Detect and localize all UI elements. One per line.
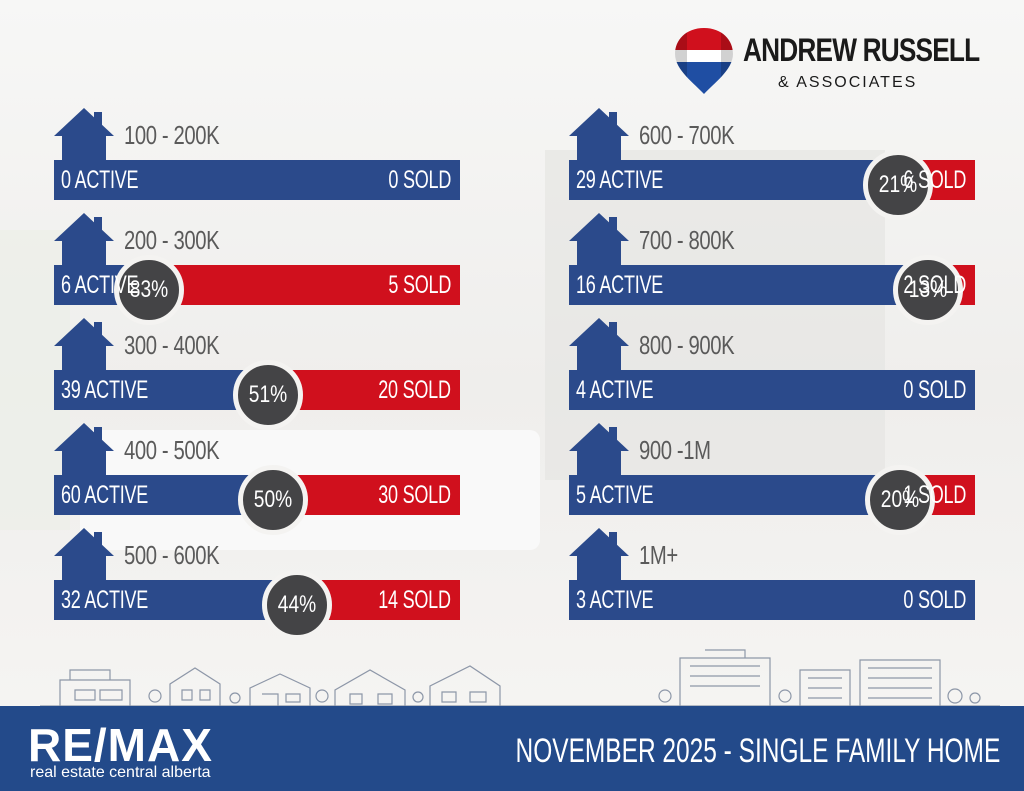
sell-through-badge: 51% — [233, 360, 303, 430]
sold-count-label: 6 SOLD — [903, 166, 966, 194]
footer-banner: RE/MAX real estate central alberta NOVEM… — [0, 706, 1024, 791]
house-icon — [569, 213, 629, 268]
price-range-label: 300 - 400K — [124, 330, 220, 360]
house-icon — [569, 423, 629, 478]
house-icon — [54, 213, 114, 268]
active-count-label: 39 ACTIVE — [61, 376, 149, 404]
active-count-label: 29 ACTIVE — [576, 166, 664, 194]
range-row: 200 - 300K 83% 6 ACTIVE 5 SOLD — [54, 213, 460, 325]
sold-count-label: 30 SOLD — [378, 481, 451, 509]
active-bar: 0 ACTIVE 0 SOLD — [54, 160, 460, 200]
price-range-label: 600 - 700K — [639, 120, 735, 150]
remax-subtitle: real estate central alberta — [30, 764, 211, 781]
brand-logo: ANDREW RUSSELL & ASSOCIATES — [673, 24, 980, 96]
house-icon — [569, 318, 629, 373]
price-range-label: 100 - 200K — [124, 120, 220, 150]
price-range-label: 900 -1M — [639, 435, 711, 465]
sell-through-badge: 21% — [863, 150, 933, 220]
active-count-label: 3 ACTIVE — [576, 586, 654, 614]
active-count-label: 60 ACTIVE — [61, 481, 149, 509]
sold-count-label: 14 SOLD — [378, 586, 451, 614]
range-row: 400 - 500K 50% 60 ACTIVE 30 SOLD — [54, 423, 460, 535]
range-row: 900 -1M 20% 5 ACTIVE 1 SOLD — [569, 423, 975, 535]
house-icon — [54, 423, 114, 478]
sold-count-label: 0 SOLD — [903, 586, 966, 614]
hot-air-balloon-icon — [675, 28, 733, 94]
remax-logo: RE/MAX — [28, 719, 213, 771]
sell-through-badge: 44% — [262, 570, 332, 640]
house-icon — [569, 108, 629, 163]
background-fireplace-wall — [545, 150, 885, 480]
active-bar: 51% 39 ACTIVE 20 SOLD — [54, 360, 460, 430]
city-skyline-illustration — [40, 649, 1000, 707]
active-count-label: 32 ACTIVE — [61, 586, 149, 614]
price-range-label: 200 - 300K — [124, 225, 220, 255]
range-row: 500 - 600K 44% 32 ACTIVE 14 SOLD — [54, 528, 460, 640]
price-range-label: 400 - 500K — [124, 435, 220, 465]
sell-through-badge: 20% — [865, 465, 935, 535]
range-row: 600 - 700K 21% 29 ACTIVE 6 SOLD — [569, 108, 975, 220]
house-icon — [569, 528, 629, 583]
range-row: 100 - 200K 0 ACTIVE 0 SOLD — [54, 108, 460, 200]
price-range-label: 1M+ — [639, 540, 678, 570]
active-bar: 44% 32 ACTIVE 14 SOLD — [54, 570, 460, 640]
sold-bar — [149, 265, 460, 305]
range-row: 700 - 800K 13% 16 ACTIVE 2 SOLD — [569, 213, 975, 325]
sold-count-label: 0 SOLD — [388, 166, 451, 194]
active-bar: 4 ACTIVE 0 SOLD — [569, 370, 975, 410]
range-row: 300 - 400K 51% 39 ACTIVE 20 SOLD — [54, 318, 460, 430]
active-count-label: 5 ACTIVE — [576, 481, 654, 509]
price-range-label: 800 - 900K — [639, 330, 735, 360]
sell-through-badge: 83% — [114, 255, 184, 325]
range-row: 800 - 900K 4 ACTIVE 0 SOLD — [569, 318, 975, 410]
active-bar: 50% 60 ACTIVE 30 SOLD — [54, 465, 460, 535]
house-icon — [54, 528, 114, 583]
active-count-label: 6 ACTIVE — [61, 271, 139, 299]
house-icon — [54, 108, 114, 163]
sold-count-label: 5 SOLD — [388, 271, 451, 299]
active-count-label: 4 ACTIVE — [576, 376, 654, 404]
price-range-label: 500 - 600K — [124, 540, 220, 570]
sold-count-label: 1 SOLD — [903, 481, 966, 509]
active-count-label: 16 ACTIVE — [576, 271, 664, 299]
active-count-label: 0 ACTIVE — [61, 166, 139, 194]
range-row: 1M+ 3 ACTIVE 0 SOLD — [569, 528, 975, 620]
house-icon — [54, 318, 114, 373]
brand-associates: & ASSOCIATES — [778, 74, 918, 91]
report-title: NOVEMBER 2025 - SINGLE FAMILY HOME — [515, 732, 1000, 770]
active-bar: 13% 16 ACTIVE 2 SOLD — [569, 255, 975, 325]
active-bar: 83% 6 ACTIVE 5 SOLD — [54, 255, 460, 325]
sold-count-label: 0 SOLD — [903, 376, 966, 404]
sold-count-label: 20 SOLD — [378, 376, 451, 404]
brand-name: ANDREW RUSSELL — [743, 32, 980, 68]
sell-through-badge: 50% — [238, 465, 308, 535]
active-bar: 21% 29 ACTIVE 6 SOLD — [569, 150, 975, 220]
sold-count-label: 2 SOLD — [903, 271, 966, 299]
active-bar: 20% 5 ACTIVE 1 SOLD — [569, 465, 975, 535]
active-bar: 3 ACTIVE 0 SOLD — [569, 580, 975, 620]
price-range-label: 700 - 800K — [639, 225, 735, 255]
sell-through-badge: 13% — [893, 255, 963, 325]
